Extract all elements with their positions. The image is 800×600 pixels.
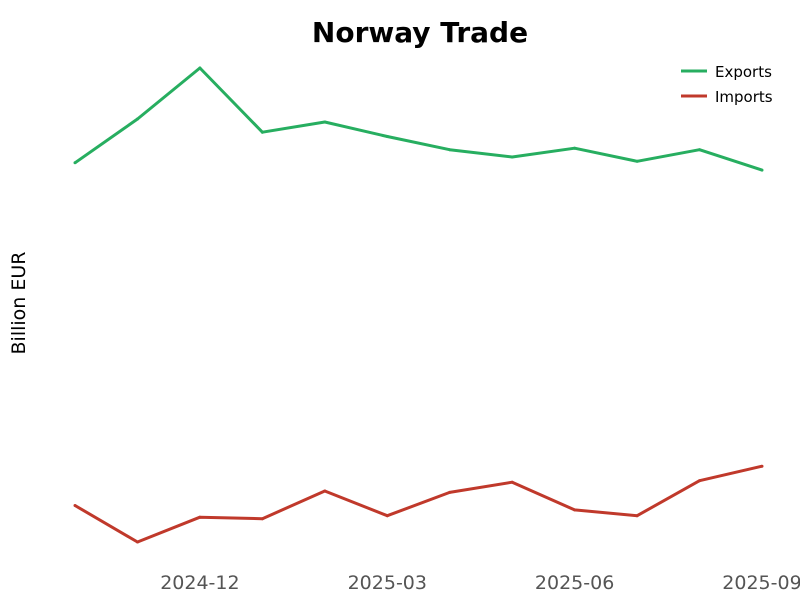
- legend: Exports Imports: [681, 63, 773, 106]
- data-point-imports: [573, 508, 577, 512]
- data-point-imports: [698, 479, 701, 483]
- data-point-exports: [635, 159, 639, 163]
- data-point-exports: [260, 130, 264, 134]
- data-point-imports: [510, 480, 514, 484]
- data-point-imports: [635, 514, 639, 518]
- x-tick-label: 2025-06: [535, 572, 614, 594]
- x-tick-label: 2025-03: [348, 572, 427, 594]
- data-point-exports: [573, 146, 577, 150]
- data-point-exports: [73, 161, 77, 165]
- series-line-imports: [74, 464, 763, 544]
- data-point-imports: [760, 464, 764, 468]
- data-point-exports: [136, 117, 139, 121]
- chart-title: Norway Trade: [312, 16, 528, 49]
- data-point-exports: [448, 148, 452, 152]
- data-point-imports: [73, 504, 77, 507]
- x-axis-ticks: 2024-12 2025-03 2025-06 2025-09: [160, 572, 800, 594]
- data-point-imports: [323, 489, 327, 493]
- legend-label-exports: Exports: [715, 63, 772, 81]
- series-line-exports: [74, 66, 763, 172]
- data-point-exports: [385, 135, 389, 138]
- data-point-exports: [323, 120, 327, 124]
- data-point-imports: [136, 540, 139, 544]
- data-point-imports: [385, 514, 389, 518]
- y-axis-label: Billion EUR: [8, 252, 30, 355]
- data-point-exports: [198, 66, 202, 70]
- x-tick-label: 2024-12: [160, 572, 239, 594]
- data-point-imports: [448, 490, 452, 494]
- x-tick-label: 2025-09: [722, 572, 800, 594]
- legend-label-imports: Imports: [715, 88, 773, 106]
- data-point-exports: [698, 148, 701, 152]
- data-point-exports: [510, 155, 514, 159]
- series-lines: [73, 66, 764, 544]
- data-point-exports: [760, 168, 764, 172]
- data-point-imports: [198, 515, 202, 519]
- data-point-imports: [260, 517, 264, 521]
